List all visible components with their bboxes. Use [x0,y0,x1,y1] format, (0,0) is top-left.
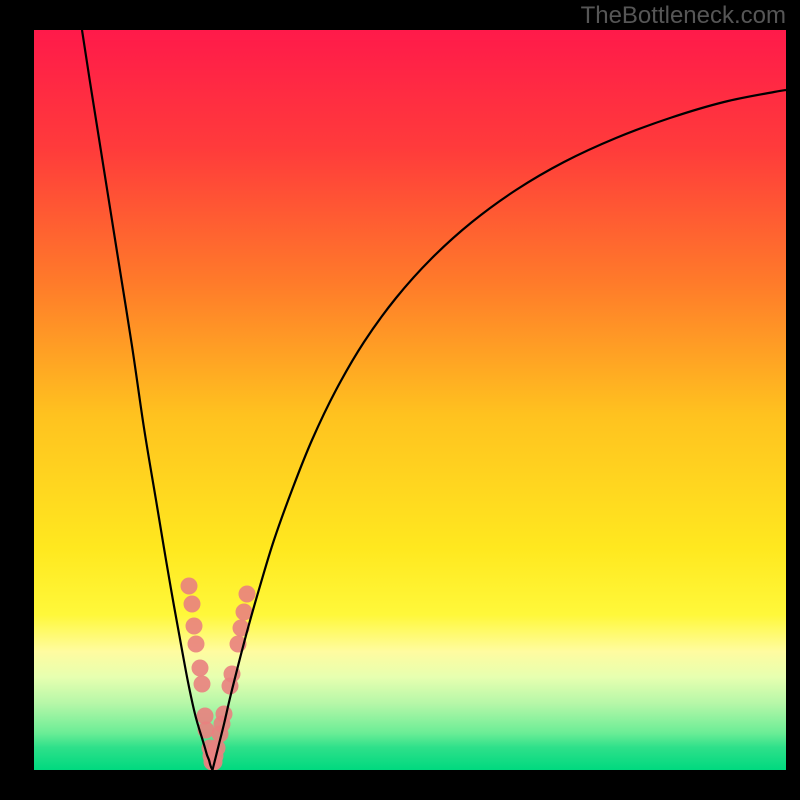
scatter-point [239,586,256,603]
curve-left-branch [82,30,213,770]
watermark-text: TheBottleneck.com [581,2,786,30]
scatter-point [184,596,201,613]
scatter-point [192,660,209,677]
curve-right-branch [213,90,787,770]
curves-layer [34,30,786,770]
scatter-point [188,636,205,653]
scatter-point [194,676,211,693]
scatter-point [181,578,198,595]
chart-container: { "canvas": { "width": 800, "height": 80… [0,0,800,800]
scatter-point [186,618,203,635]
plot-area [34,30,786,770]
